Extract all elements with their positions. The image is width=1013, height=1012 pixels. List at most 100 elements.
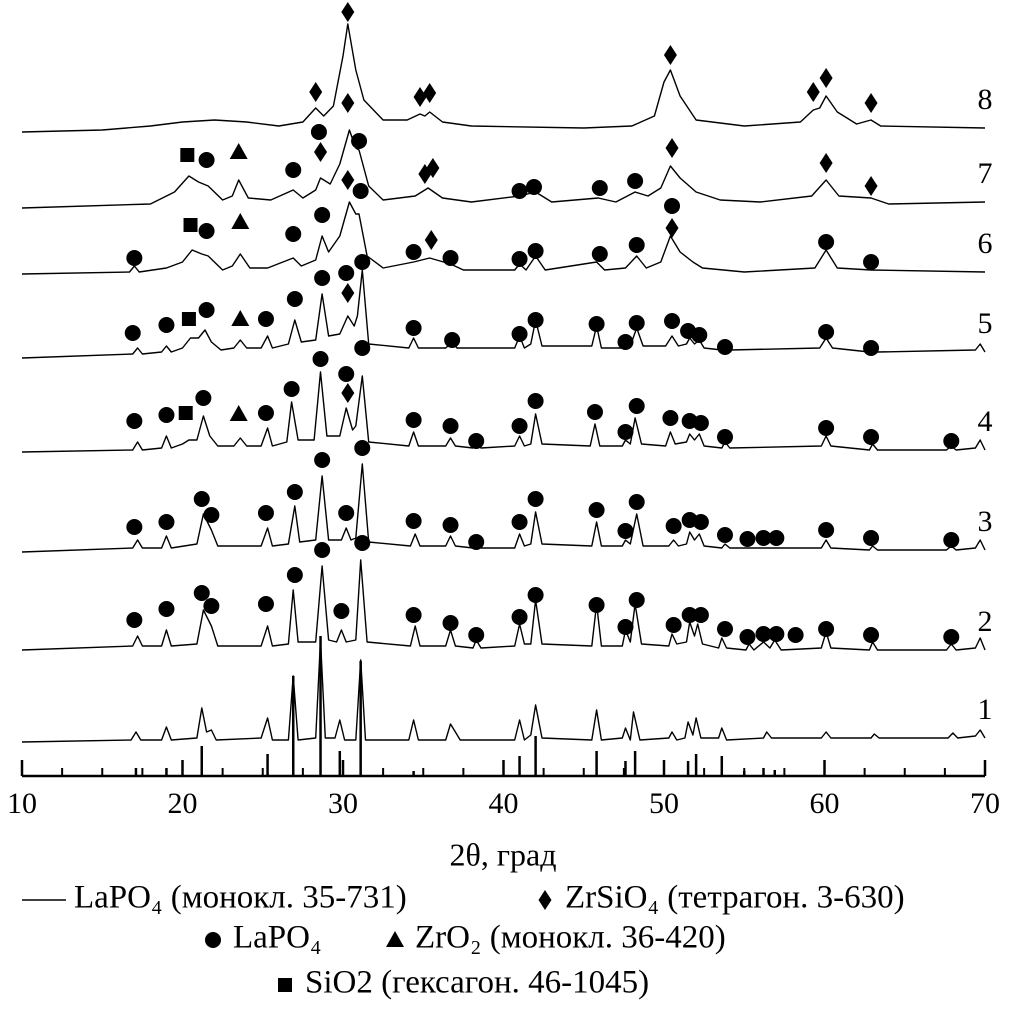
- phase-marker: [203, 507, 220, 523]
- legend-symbol: [205, 932, 221, 948]
- phase-marker: [586, 404, 603, 420]
- phase-marker: [309, 82, 323, 102]
- phase-marker: [818, 522, 835, 538]
- phase-marker: [126, 612, 143, 628]
- phase-marker: [818, 324, 835, 340]
- phase-marker: [716, 621, 733, 637]
- phase-marker: [628, 592, 645, 608]
- phase-marker: [818, 420, 835, 436]
- pattern-label: 7: [978, 157, 993, 190]
- phase-marker: [588, 502, 605, 518]
- phase-marker: [405, 607, 422, 623]
- phase-marker: [527, 393, 544, 409]
- phase-marker: [525, 179, 542, 195]
- phase-marker: [198, 152, 215, 168]
- phase-marker: [768, 626, 785, 642]
- pattern-line: [21, 201, 986, 275]
- phase-marker: [178, 406, 193, 420]
- phase-marker: [283, 381, 300, 397]
- x-tick-label: 50: [649, 787, 679, 820]
- phase-marker: [692, 415, 709, 431]
- pattern-line: [21, 23, 986, 133]
- phase-marker: [338, 505, 355, 521]
- phase-marker: [351, 133, 368, 149]
- phase-marker: [617, 424, 634, 440]
- phase-marker: [665, 617, 682, 633]
- phase-marker: [314, 452, 331, 468]
- phase-marker: [768, 530, 785, 546]
- phase-marker: [755, 530, 772, 546]
- phase-marker: [664, 313, 681, 329]
- phase-marker: [341, 170, 355, 190]
- x-tick-label: 60: [810, 787, 840, 820]
- phase-marker: [681, 607, 698, 623]
- phase-marker: [628, 237, 645, 253]
- phase-marker: [739, 629, 756, 645]
- legend-label: ZrSiO₄ (тетрагон. 3-630): [565, 880, 905, 916]
- phase-marker: [864, 176, 878, 196]
- pattern-label: 8: [978, 83, 993, 116]
- phase-marker: [198, 223, 215, 239]
- phase-marker: [664, 198, 681, 214]
- phase-marker: [314, 270, 331, 286]
- phase-marker: [442, 250, 459, 266]
- pattern-label: 6: [978, 227, 993, 260]
- phase-marker: [511, 609, 528, 625]
- phase-marker: [806, 82, 820, 102]
- pattern-line: [21, 129, 986, 209]
- phase-marker: [628, 494, 645, 510]
- phase-marker: [314, 207, 331, 223]
- phase-marker: [286, 567, 303, 583]
- phase-marker: [442, 418, 459, 434]
- phase-marker: [692, 607, 709, 623]
- phase-marker: [338, 366, 355, 382]
- legend-symbol: [278, 978, 292, 992]
- phase-marker: [863, 627, 880, 643]
- phase-marker: [442, 517, 459, 533]
- x-tick-label: 40: [489, 787, 519, 820]
- phase-marker: [405, 244, 422, 260]
- phase-marker: [468, 534, 485, 550]
- phase-marker: [257, 311, 274, 327]
- phase-marker: [863, 530, 880, 546]
- phase-marker: [591, 246, 608, 262]
- phase-marker: [527, 243, 544, 259]
- phase-marker: [863, 429, 880, 445]
- phase-marker: [310, 124, 327, 140]
- phase-marker: [591, 180, 608, 196]
- phase-marker: [341, 2, 355, 22]
- phase-marker: [195, 390, 212, 406]
- phase-marker: [158, 601, 175, 617]
- phase-marker: [863, 254, 880, 270]
- phase-marker: [126, 519, 143, 535]
- phase-marker: [203, 598, 220, 614]
- phase-marker: [257, 596, 274, 612]
- phase-marker: [511, 251, 528, 267]
- phase-marker: [354, 340, 371, 356]
- phase-marker: [181, 312, 196, 326]
- phase-marker: [617, 619, 634, 635]
- phase-marker: [229, 143, 248, 159]
- phase-marker: [662, 410, 679, 426]
- phase-marker: [864, 93, 878, 113]
- x-tick-label: 10: [7, 787, 37, 820]
- pattern-label: 4: [978, 405, 993, 438]
- phase-marker: [341, 93, 355, 113]
- phase-marker: [193, 585, 210, 601]
- phase-marker: [444, 332, 461, 348]
- phase-marker: [468, 627, 485, 643]
- phase-marker: [755, 626, 772, 642]
- phase-marker: [628, 315, 645, 331]
- phase-marker: [691, 327, 708, 343]
- phase-marker: [231, 213, 250, 229]
- phase-marker: [338, 265, 355, 281]
- phase-marker: [628, 398, 645, 414]
- phase-marker: [198, 302, 215, 318]
- x-axis-label: 2θ, град: [450, 836, 557, 872]
- phase-marker: [180, 148, 195, 162]
- pattern-line: [21, 269, 986, 359]
- legend-symbol: [386, 931, 404, 947]
- phase-marker: [943, 532, 960, 548]
- phase-marker: [617, 523, 634, 539]
